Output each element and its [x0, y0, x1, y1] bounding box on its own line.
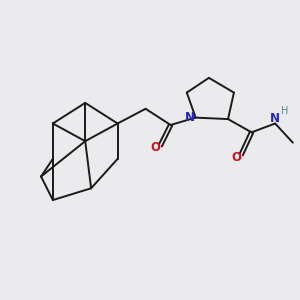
Text: H: H	[281, 106, 288, 116]
Text: N: N	[185, 110, 195, 124]
Text: O: O	[232, 151, 242, 164]
Text: O: O	[150, 141, 160, 154]
Text: N: N	[270, 112, 280, 125]
